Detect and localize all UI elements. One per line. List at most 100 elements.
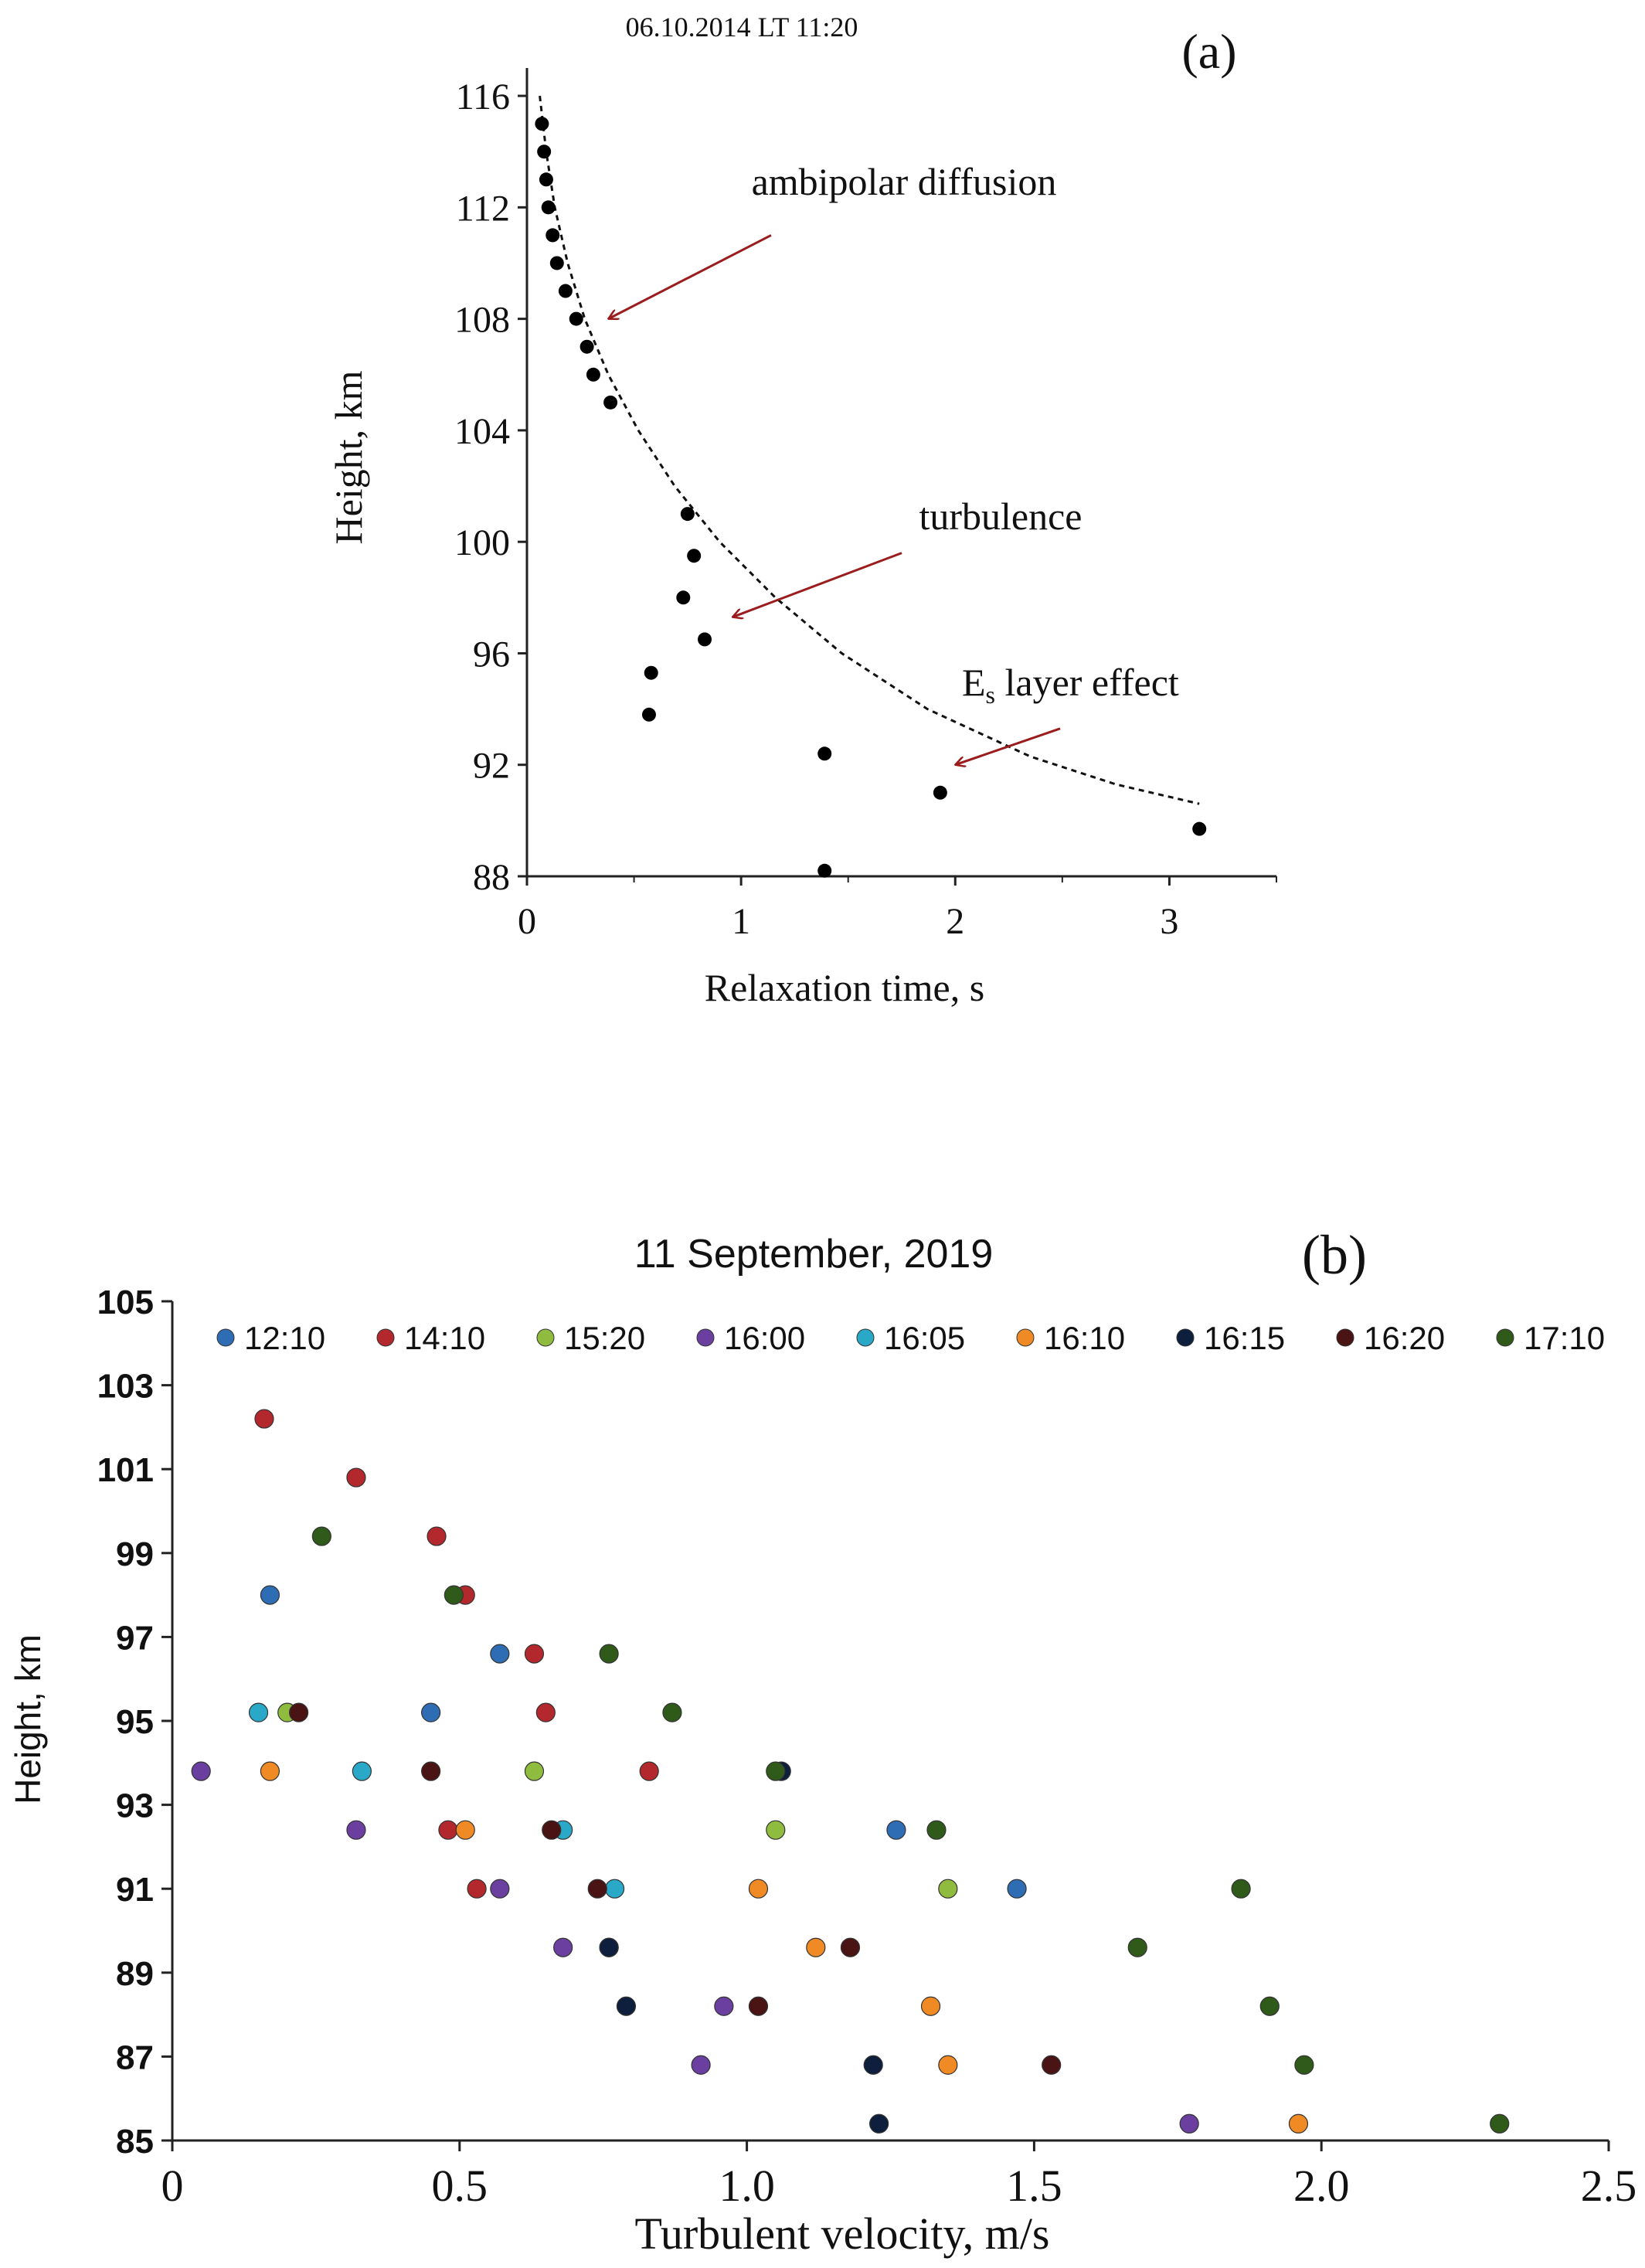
panel-b-data-point: [524, 1761, 545, 1781]
panel-b-data-point: [691, 2055, 711, 2075]
panel-a-data-point: [537, 145, 552, 159]
panel-a-y-tick-label: 88: [473, 857, 510, 898]
panel-b-data-point: [587, 1879, 607, 1899]
legend-marker: [216, 1328, 235, 1347]
panel-b-data-point: [288, 1702, 309, 1722]
panel-a-data-point: [541, 200, 556, 215]
panel-b-data-point: [444, 1585, 464, 1605]
panel-a-label: (a): [1181, 24, 1236, 79]
panel-b-data-point: [352, 1761, 372, 1781]
panel-b-data-point: [438, 1820, 458, 1840]
legend-label: 14:10: [404, 1320, 485, 1356]
panel-b-x-tick-label: 2.5: [1581, 2161, 1637, 2211]
legend-label: 17:10: [1524, 1320, 1605, 1356]
panel-b-data-point: [455, 1820, 475, 1840]
turbulence-label: turbulence: [919, 495, 1082, 538]
legend-label: 12:10: [244, 1320, 325, 1356]
legend-marker: [536, 1328, 555, 1347]
panel-b-data-point: [421, 1761, 441, 1781]
panel-a-data-point: [676, 590, 691, 605]
panel-a-title: 06.10.2014 LT 11:20: [626, 12, 858, 43]
panel-b-data-point: [920, 1996, 941, 2016]
panel-a-y-tick-label: 108: [454, 300, 510, 341]
panel-b-data-point: [260, 1761, 280, 1781]
panel-b-y-tick-label: 97: [116, 1619, 154, 1657]
panel-a-y-tick-label: 92: [473, 746, 510, 787]
panel-a-y-tick-label: 112: [456, 188, 510, 229]
panel-b-data-point: [938, 1879, 958, 1899]
legend-marker: [1496, 1328, 1514, 1347]
panel-b-y-tick-label: 99: [116, 1535, 154, 1573]
legend-label: 16:10: [1044, 1320, 1125, 1356]
panel-b-data-point: [542, 1820, 562, 1840]
panel-a-x-tick-label: 1: [732, 901, 750, 942]
panel-b-x-tick-label: 0: [161, 2161, 184, 2211]
panel-b-y-tick-label: 95: [116, 1703, 154, 1741]
panel-b-y-tick-label: 93: [116, 1787, 154, 1825]
panel-b-data-point: [1179, 2113, 1199, 2134]
panel-b-x-tick-label: 1.5: [1006, 2161, 1062, 2211]
panel-b-data-point: [714, 1996, 734, 2016]
panel-b-title: 11 September, 2019: [634, 1232, 994, 1277]
panel-a-axes: [525, 68, 1276, 878]
panel-a-x-label: Relaxation time, s: [705, 966, 984, 1009]
panel-b-x-tick-label: 1.0: [719, 2161, 775, 2211]
panel-a-data-point: [641, 707, 656, 722]
panel-a-data-point: [644, 665, 658, 680]
panel-a-data-point: [1192, 821, 1207, 836]
panel-a-data-point: [680, 507, 695, 522]
panel-a-data-point: [687, 549, 702, 563]
panel-a-data-point: [603, 395, 618, 410]
panel-a-data-point: [539, 172, 553, 187]
panel-b-x-tick-label: 2.0: [1293, 2161, 1350, 2211]
panel-a-data-point: [817, 746, 832, 761]
panel-b-data-point: [421, 1702, 441, 1722]
panel-b-data-point: [599, 1937, 619, 1957]
panel-a-x-tick-label: 0: [518, 901, 536, 942]
panel-b-legend: 12:10 14:10 15:20 16:00 16:05 16:10 16:15 16:20…: [216, 1320, 1605, 1356]
panel-b-data-point: [1231, 1879, 1251, 1899]
panel-b-y-tick-label: 91: [116, 1871, 154, 1909]
panel-b-data-point: [748, 1996, 769, 2016]
legend-marker: [856, 1328, 875, 1347]
panel-a-data-point: [698, 632, 712, 647]
panel-b-data-point: [599, 1644, 619, 1664]
legend-marker: [696, 1328, 715, 1347]
panel-b-data-point: [604, 1879, 625, 1899]
panel-b-x-ticks: 0 0.5 1.0 1.5 2.0 2.5: [161, 2140, 1637, 2211]
panel-a-x-tick-label: 3: [1160, 901, 1178, 942]
panel-a-y-tick-label: 96: [473, 634, 510, 675]
panel-a-data-point: [535, 117, 549, 131]
panel-a-data-point: [558, 284, 573, 298]
panel-b-points: [191, 1409, 1510, 2134]
legend-marker: [1016, 1328, 1035, 1347]
panel-a-y-label: Height, km: [327, 370, 370, 544]
panel-b-data-point: [427, 1526, 447, 1546]
panel-b-y-tick-label: 105: [97, 1284, 154, 1321]
panel-a-data-point: [546, 228, 560, 243]
panel-b-label: (b): [1302, 1224, 1367, 1286]
panel-b-y-tick-label: 103: [97, 1368, 154, 1406]
panel-b-x-tick-label: 0.5: [432, 2161, 488, 2211]
panel-b-data-point: [490, 1644, 510, 1664]
panel-b-data-point: [886, 1820, 906, 1840]
panel-b-data-point: [1294, 2055, 1314, 2075]
panel-b-data-point: [346, 1820, 366, 1840]
panel-b-data-point: [191, 1761, 211, 1781]
panel-b-y-label: Height, km: [8, 1634, 48, 1804]
panel-a-fit-curve: [539, 95, 1200, 805]
panel-b-data-point: [869, 2113, 889, 2134]
panel-a-y-tick-label: 116: [456, 77, 510, 117]
panel-b-data-point: [535, 1702, 556, 1722]
es-layer-effect-arrow: [955, 727, 1061, 765]
panel-b-data-point: [1127, 1937, 1147, 1957]
legend-marker: [1176, 1328, 1195, 1347]
panel-b-data-point: [926, 1820, 947, 1840]
panel-b-data-point: [260, 1585, 280, 1605]
panel-a-points: [535, 117, 1207, 878]
panel-b-y-ticks: 85 87 89 91 93 95 97 99 101 103 105: [97, 1284, 172, 2161]
panel-a-data-point: [933, 785, 947, 800]
panel-b-data-point: [639, 1761, 659, 1781]
panel-a-data-point: [579, 339, 594, 354]
panel-b-y-tick-label: 89: [116, 1955, 154, 1993]
